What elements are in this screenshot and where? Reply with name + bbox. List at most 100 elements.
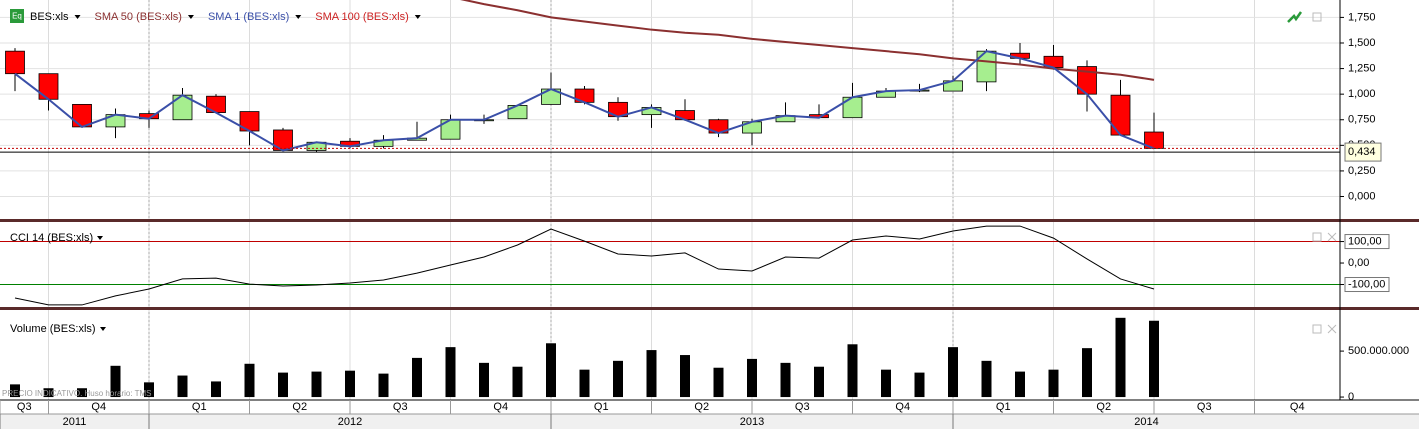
volume-bar (10, 384, 20, 398)
dropdown-arrow (295, 15, 302, 19)
panel-button (1312, 324, 1322, 334)
x-tick-label: Q4 (895, 401, 910, 413)
last-price-label: 0,434 (1348, 146, 1376, 158)
dropdown-arrow (414, 15, 421, 19)
y-tick-label: 0 (1348, 391, 1354, 403)
panel-button (1312, 232, 1322, 242)
symbol-icon-text: Eq (12, 12, 22, 21)
legend-entry: SMA 50 (BES:xls) (95, 11, 182, 23)
volume-bar (412, 357, 422, 398)
x-axis-quarters (0, 400, 1419, 414)
x-tick-label: Q1 (192, 401, 207, 413)
overlay-line (460, 0, 1155, 81)
x-tick-label: Q4 (91, 401, 106, 413)
volume-bar (77, 388, 87, 398)
x-axis-years (0, 414, 1419, 429)
volume-bar (948, 347, 958, 398)
y-tick-label: 0,250 (1348, 165, 1376, 177)
volume-bar (144, 382, 154, 398)
y-tick-label: 1,750 (1348, 11, 1376, 23)
panel (0, 0, 1340, 198)
legend-entry: SMA 100 (BES:xls) (315, 11, 409, 23)
symbol-icon (10, 9, 24, 23)
volume-bar (479, 362, 489, 398)
panel-title: CCI 14 (BES:xls) (10, 232, 93, 244)
volume-bar (981, 360, 992, 398)
x-tick-label: Q2 (292, 401, 307, 413)
panel-title: Volume (BES:xls) (10, 323, 96, 335)
volume-bar (680, 355, 690, 398)
volume-bar (546, 343, 556, 398)
y-tick-label: 0,000 (1348, 190, 1376, 202)
x-tick-label: Q3 (795, 401, 810, 413)
y-tick-label: 100,00 (1348, 235, 1382, 247)
volume-bar (512, 366, 523, 398)
volume-bar (211, 381, 221, 398)
x-tick-label: Q2 (1096, 401, 1111, 413)
volume-bar (780, 362, 791, 398)
y-tick-label: 1,250 (1348, 62, 1376, 74)
x-year-label: 2013 (740, 416, 764, 428)
volume-bar (847, 344, 858, 398)
volume-bar (646, 350, 657, 398)
candle-body (1110, 94, 1131, 136)
overlay-line (14, 50, 1155, 152)
volume-bar (445, 347, 456, 398)
panel-separator (0, 219, 1419, 222)
x-tick-label: Q2 (694, 401, 709, 413)
x-tick-label: Q4 (493, 401, 508, 413)
tick-label-box (1344, 234, 1390, 250)
dropdown-arrow (97, 236, 103, 240)
y-tick-label: 500.000.000 (1348, 345, 1409, 357)
volume-bar (579, 369, 590, 398)
volume-bar (1115, 317, 1126, 398)
watermark: PRECIO INDICATIVO. Huso horario: TMS (2, 389, 152, 398)
x-tick-label: Q1 (594, 401, 609, 413)
cci-line (14, 225, 1155, 306)
y-tick-label: 0,00 (1348, 257, 1369, 269)
volume-bar (345, 370, 355, 398)
volume-bar (814, 366, 824, 398)
panel-separator (0, 307, 1419, 310)
legend-entry: SMA 1 (BES:xls) (208, 11, 289, 23)
y-tick-label: 1,000 (1348, 88, 1376, 100)
volume-bar (1048, 369, 1059, 398)
x-tick-label: Q3 (1197, 401, 1212, 413)
x-tick-label: Q4 (1290, 401, 1305, 413)
dropdown-arrow (100, 327, 106, 331)
volume-bar (1149, 320, 1159, 398)
volume-bar (1082, 348, 1092, 398)
x-year-label: 2011 (63, 416, 87, 428)
volume-bar (747, 358, 757, 398)
volume-bar (278, 372, 288, 398)
tick-label-box (1344, 277, 1390, 293)
volume-bar (110, 365, 121, 398)
volume-bar (378, 373, 389, 398)
panel (10, 317, 1159, 398)
panel-close (1327, 232, 1337, 242)
panel-button (1312, 12, 1322, 22)
candle-body (5, 50, 25, 75)
volume-bar (713, 367, 724, 398)
volume-bar (1015, 371, 1025, 398)
x-year-label: 2014 (1134, 416, 1158, 428)
y-tick-label: 1,500 (1348, 37, 1376, 49)
dropdown-arrow (74, 15, 81, 19)
x-year-label: 2012 (338, 416, 362, 428)
volume-bar (43, 388, 54, 398)
dropdown-arrow (187, 15, 194, 19)
legend-entry: BES:xls (30, 11, 69, 23)
panel-close (1327, 324, 1337, 334)
volume-bar (177, 375, 188, 398)
x-tick-label: Q3 (17, 401, 32, 413)
panel (0, 225, 1340, 306)
volume-bar (244, 363, 255, 398)
volume-bar (881, 369, 891, 398)
y-tick-label: -100,00 (1348, 278, 1385, 290)
last-price-box (1344, 142, 1382, 162)
x-tick-label: Q3 (393, 401, 408, 413)
y-tick-label: 0,750 (1348, 114, 1376, 126)
volume-bar (613, 360, 623, 398)
